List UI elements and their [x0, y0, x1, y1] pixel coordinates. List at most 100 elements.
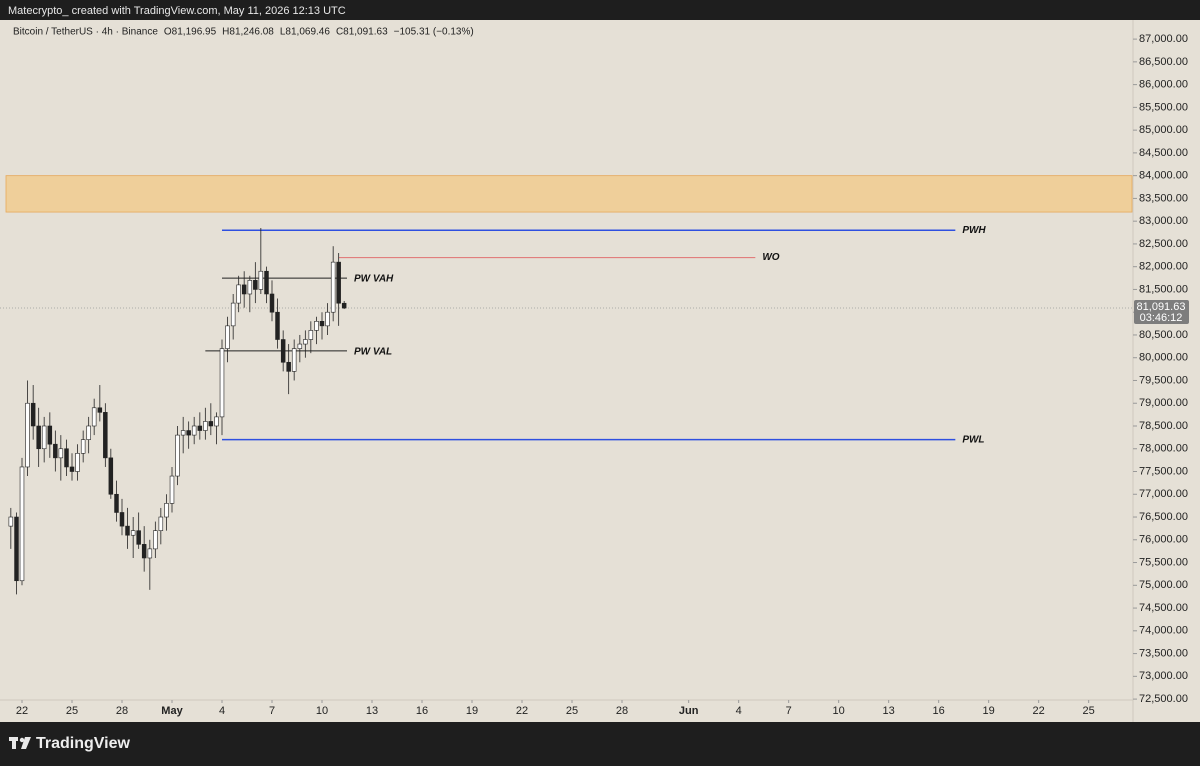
y-tick-label: 86,000.00 — [1139, 79, 1188, 91]
x-tick-label: 13 — [883, 705, 895, 717]
candle-body — [180, 430, 186, 436]
x-tick-label: 19 — [983, 705, 995, 717]
level-label: PWH — [962, 225, 986, 236]
x-tick-label: 7 — [269, 705, 275, 717]
candle-body — [208, 421, 214, 427]
candle-body — [153, 530, 158, 550]
y-tick-label: 86,500.00 — [1139, 56, 1188, 68]
y-tick-label: 78,500.00 — [1139, 420, 1188, 432]
y-tick-label: 73,500.00 — [1139, 647, 1188, 659]
x-tick-label: 19 — [466, 705, 478, 717]
candle-body — [119, 512, 125, 527]
candle-body — [158, 516, 164, 531]
x-tick-label: 16 — [933, 705, 945, 717]
candle-body — [258, 270, 264, 290]
candle-body — [308, 330, 314, 340]
candle-body — [108, 457, 114, 495]
candle-body — [125, 525, 130, 536]
candle-body — [114, 493, 119, 513]
candle-body — [191, 425, 197, 436]
ohlc-value: O81,196.95 — [164, 27, 217, 38]
y-tick-label: 83,500.00 — [1139, 192, 1188, 204]
candle-body — [225, 325, 230, 349]
candle-body — [64, 448, 69, 468]
candle-body — [130, 530, 136, 536]
candle-body — [269, 293, 275, 313]
x-tick-label: 25 — [66, 705, 78, 717]
y-tick-label: 81,500.00 — [1139, 283, 1188, 295]
logo-shape — [19, 737, 25, 743]
y-tick-label: 74,000.00 — [1139, 625, 1188, 637]
y-tick-label: 73,000.00 — [1139, 670, 1188, 682]
x-tick-label: Jun — [679, 705, 699, 717]
x-tick-label: 28 — [116, 705, 128, 717]
candle-body — [14, 516, 19, 582]
ohlc-value: C81,091.63 — [336, 27, 388, 38]
candle-body — [47, 425, 53, 445]
candle-body — [253, 280, 258, 290]
y-tick-label: 76,000.00 — [1139, 534, 1188, 546]
x-tick-label: 22 — [516, 705, 528, 717]
y-tick-label: 84,000.00 — [1139, 170, 1188, 182]
y-tick-label: 80,000.00 — [1139, 352, 1188, 364]
candle-body — [280, 339, 286, 363]
logo — [9, 737, 31, 749]
candle-body — [197, 425, 203, 431]
y-tick-label: 79,500.00 — [1139, 374, 1188, 386]
candle-body — [236, 284, 241, 304]
candle-body — [69, 466, 75, 472]
y-tick-label: 82,000.00 — [1139, 261, 1188, 273]
candle-body — [97, 407, 103, 413]
x-tick-label: 25 — [566, 705, 578, 717]
y-tick-label: 75,500.00 — [1139, 556, 1188, 568]
last-price-box — [1134, 300, 1189, 325]
candle-body — [169, 475, 175, 504]
y-tick-label: 85,000.00 — [1139, 124, 1188, 136]
level-label: PW VAL — [354, 347, 392, 358]
candle-body — [214, 416, 219, 427]
y-tick-label: 74,500.00 — [1139, 602, 1188, 614]
candle-body — [264, 270, 269, 295]
legend: Bitcoin / TetherUS · 4h · Binance O81,19… — [13, 27, 474, 38]
logo-shape — [12, 737, 16, 749]
x-tick-label: 4 — [736, 705, 742, 717]
candle-body — [175, 434, 180, 477]
y-tick-label: 80,500.00 — [1139, 329, 1188, 341]
candle-body — [341, 302, 347, 309]
countdown: 03:46:12 — [1140, 312, 1183, 324]
candle-body — [203, 421, 208, 431]
candle-body — [75, 453, 80, 472]
x-tick-label: 7 — [786, 705, 792, 717]
candle-body — [219, 348, 225, 418]
candle-body — [336, 261, 341, 304]
header-bar — [0, 0, 1200, 20]
candle-body — [330, 261, 336, 313]
x-tick-label: 4 — [219, 705, 225, 717]
candle-body — [86, 425, 91, 440]
candle-body — [136, 530, 141, 545]
footer-bar — [0, 722, 1200, 766]
candle-body — [247, 280, 253, 295]
x-tick-label: 10 — [833, 705, 845, 717]
candle-body — [303, 339, 308, 345]
candle-body — [91, 407, 97, 427]
credit: Matecrypto_ created with TradingView.com… — [8, 5, 346, 17]
candle-body — [297, 343, 303, 349]
logo-shape — [21, 737, 31, 749]
level-label: PWL — [962, 434, 984, 445]
supply-zone — [5, 175, 1133, 213]
x-tick-label: 10 — [316, 705, 328, 717]
candle-body — [147, 548, 153, 559]
x-tick-label: 22 — [16, 705, 28, 717]
candle-body — [291, 348, 297, 372]
candle-body — [186, 430, 191, 436]
y-tick-label: 72,500.00 — [1139, 693, 1188, 705]
candle-body — [141, 544, 147, 559]
ohlc-value: −105.31 (−0.13%) — [394, 27, 474, 38]
x-tick-label: 13 — [366, 705, 378, 717]
candle-body — [19, 466, 25, 582]
x-tick-label: 25 — [1083, 705, 1095, 717]
candle-body — [241, 284, 247, 295]
